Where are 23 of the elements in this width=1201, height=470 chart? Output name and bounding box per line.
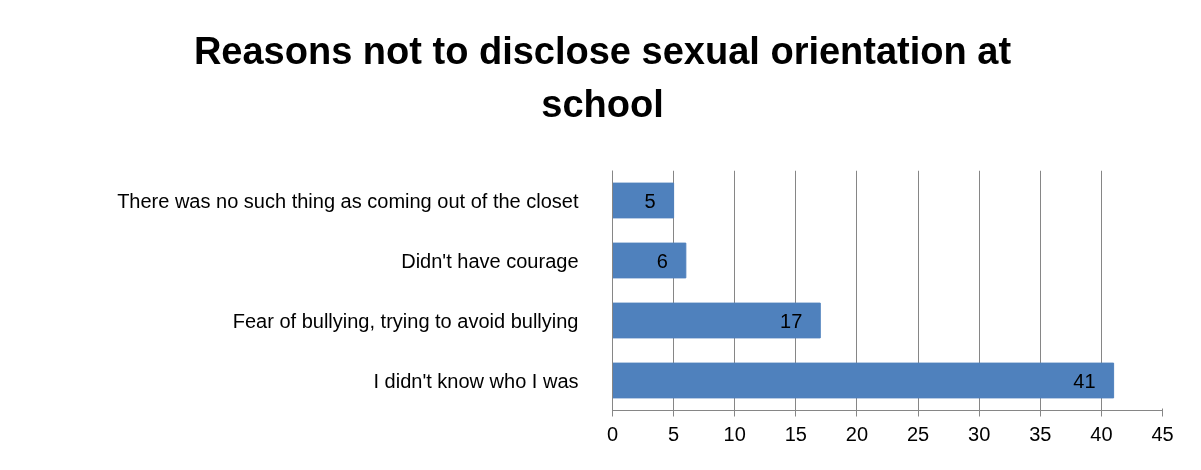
y-tick-label: I didn't know who I was: [373, 369, 579, 392]
data-label: 41: [1073, 369, 1096, 392]
x-tick-label: 30: [968, 422, 991, 445]
bar: [612, 302, 821, 339]
bar: [612, 182, 675, 219]
y-tick-label: There was no such thing as coming out of the closet: [117, 189, 579, 212]
y-tick-label: Fear of bullying, trying to avoid bullying: [232, 309, 579, 332]
x-tick-label: 35: [1029, 422, 1052, 445]
x-tick-label: 25: [906, 422, 930, 445]
data-label: 17: [780, 309, 803, 332]
x-tick-label: 5: [668, 422, 680, 445]
x-tick-label: 40: [1090, 422, 1113, 445]
x-tick-label: 45: [1151, 422, 1174, 445]
data-label: 6: [656, 249, 668, 272]
data-label: 5: [644, 189, 656, 212]
chart-title: Reasons not to disclose sexual orientation at school: [193, 29, 1012, 128]
x-tick-label: 20: [845, 422, 869, 445]
bar: [612, 362, 1115, 399]
x-tick-label: 0: [606, 422, 619, 445]
y-tick-label: Didn't have courage: [401, 249, 579, 272]
x-tick-label: 10: [723, 422, 746, 445]
x-tick-label: 15: [784, 422, 807, 445]
bar: [612, 242, 687, 279]
